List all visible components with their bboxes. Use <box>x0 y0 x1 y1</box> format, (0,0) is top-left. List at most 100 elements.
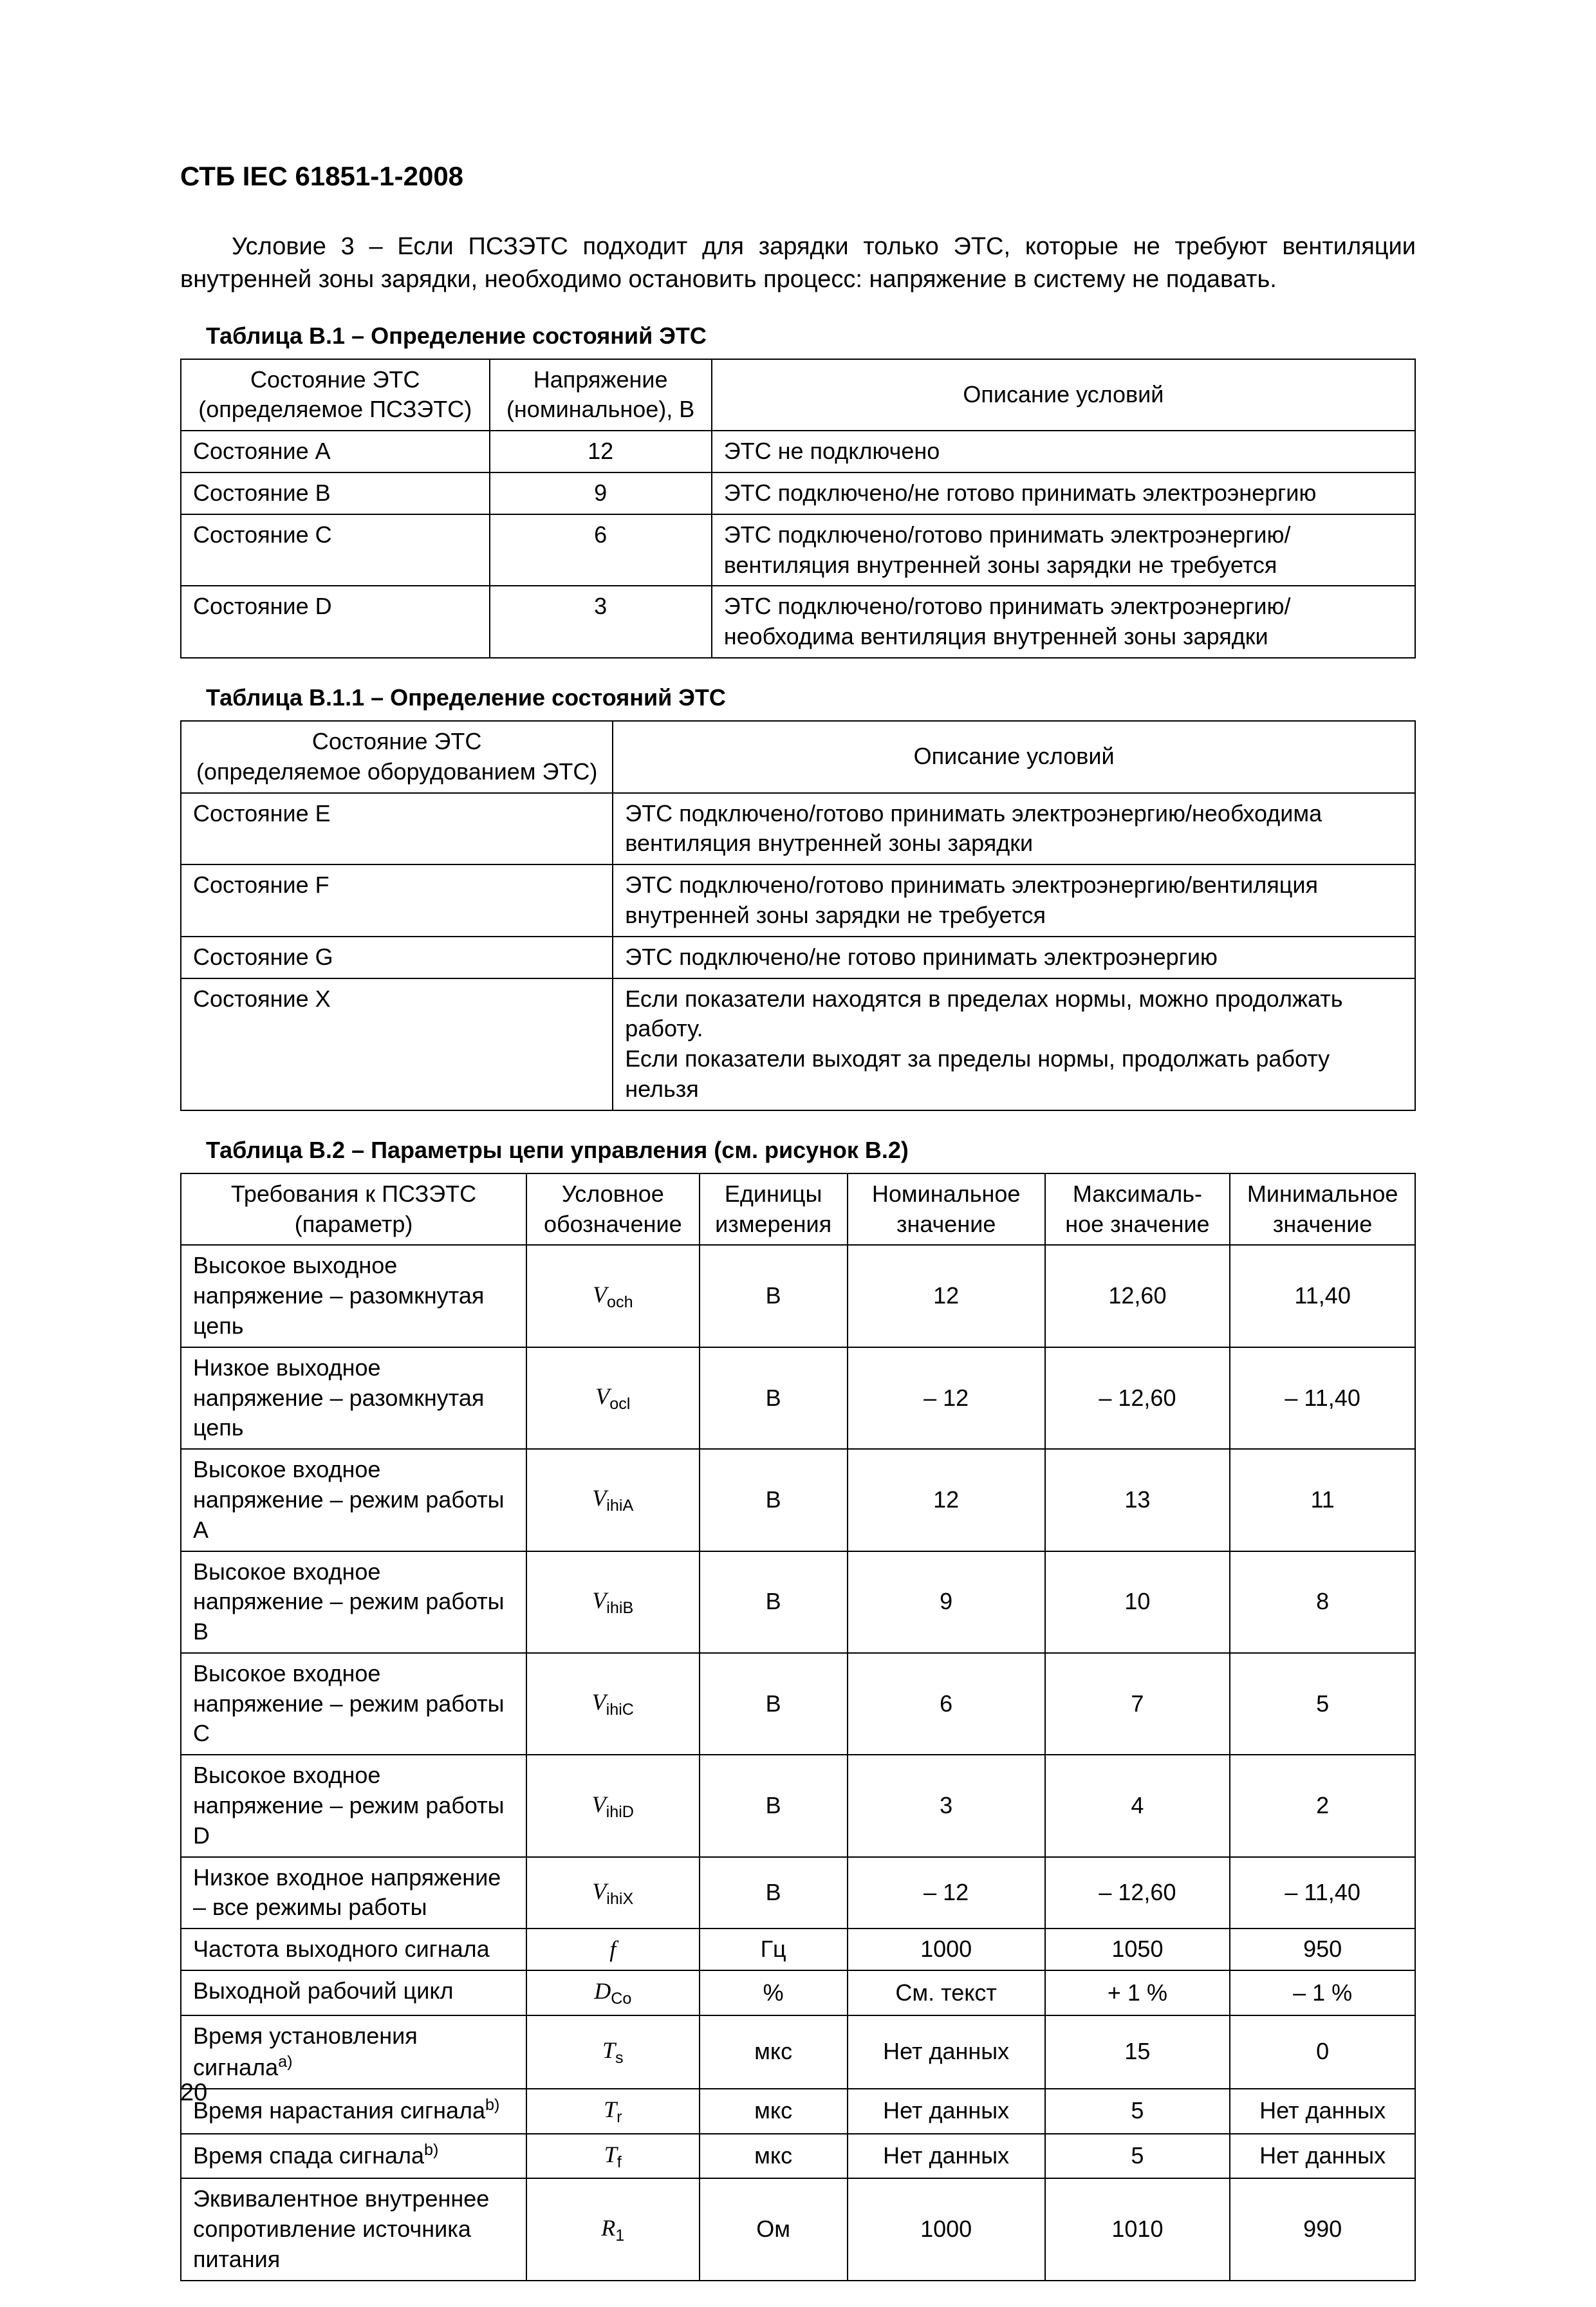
table-b11: Состояние ЭТС (определяемое оборудование… <box>180 720 1416 1111</box>
cell-desc: ЭТС подключено/готово принимать электроэ… <box>712 514 1415 586</box>
table-row: Эквивалентное внутреннее сопротивление и… <box>181 2178 1415 2280</box>
cell-nominal: 3 <box>848 1755 1045 1856</box>
cell-unit: мкс <box>700 2134 848 2179</box>
cell-symbol: Voch <box>526 1245 700 1347</box>
cell-min: – 1 % <box>1230 1970 1415 2015</box>
cell-nominal: 1000 <box>848 2178 1045 2280</box>
cell-param: Низкое входное напряжение – все режимы р… <box>181 1857 526 1929</box>
cell-symbol: f <box>526 1929 700 1970</box>
cell-nominal: См. текст <box>848 1970 1045 2015</box>
cell-unit: В <box>700 1857 848 1929</box>
cell-desc: ЭТС не подключено <box>712 431 1415 472</box>
cell-max: 13 <box>1045 1449 1230 1551</box>
cell-nominal: – 12 <box>848 1347 1045 1449</box>
cell-unit: В <box>700 1347 848 1449</box>
cell-max: 4 <box>1045 1755 1230 1856</box>
th-text: Единицы <box>725 1181 822 1207</box>
table-row: Состояние FЭТС подключено/готово принима… <box>181 864 1415 937</box>
cell-param: Высокое входное напряжение – режим работ… <box>181 1755 526 1856</box>
table-row: Высокое выходное напряжение – разомкнута… <box>181 1245 1415 1347</box>
cell-desc: ЭТС подключено/не готово принимать элект… <box>712 472 1415 514</box>
page-number: 20 <box>180 2079 207 2107</box>
cell-state: Состояние F <box>181 864 613 937</box>
cell-symbol: Tr <box>526 2089 700 2134</box>
cell-symbol: VihiX <box>526 1857 700 1929</box>
cell-symbol: Vocl <box>526 1347 700 1449</box>
table-row: Состояние EЭТС подключено/готово принима… <box>181 793 1415 865</box>
th-text: Номинальное <box>872 1181 1020 1207</box>
cell-param: Время нарастания сигналаb) <box>181 2089 526 2134</box>
cell-nominal: – 12 <box>848 1857 1045 1929</box>
cell-max: 5 <box>1045 2089 1230 2134</box>
cell-max: 10 <box>1045 1551 1230 1653</box>
cell-voltage: 12 <box>490 431 712 472</box>
table-row: Состояние ЭТС (определяемое оборудование… <box>181 721 1415 793</box>
th-text: (параметр) <box>295 1211 413 1237</box>
table-row: Высокое входное напряжение – режим работ… <box>181 1551 1415 1653</box>
cell-max: + 1 % <box>1045 1970 1230 2015</box>
table-b11-caption: Таблица B.1.1 – Определение состояний ЭТ… <box>206 684 1416 711</box>
cell-min: Нет данных <box>1230 2089 1415 2134</box>
cell-symbol: DCo <box>526 1970 700 2015</box>
cell-unit: В <box>700 1449 848 1551</box>
th-text: Напряжение <box>534 366 668 393</box>
table-b1-caption: Таблица B.1 – Определение состояний ЭТС <box>206 322 1416 350</box>
cell-min: – 11,40 <box>1230 1857 1415 1929</box>
cell-max: – 12,60 <box>1045 1857 1230 1929</box>
cell-param: Высокое выходное напряжение – разомкнута… <box>181 1245 526 1347</box>
cell-symbol: VihiD <box>526 1755 700 1856</box>
th-text: обозначение <box>544 1211 682 1237</box>
table-row: Низкое входное напряжение – все режимы р… <box>181 1857 1415 1929</box>
cell-desc: ЭТС подключено/готово принимать электроэ… <box>712 586 1415 658</box>
cell-param: Частота выходного сигнала <box>181 1929 526 1970</box>
th-text: (номинальное), В <box>506 396 694 422</box>
cell-param: Выходной рабочий цикл <box>181 1970 526 2015</box>
cell-min: 5 <box>1230 1653 1415 1755</box>
th-text: Состояние ЭТС <box>250 366 420 393</box>
cell-symbol: Tf <box>526 2134 700 2179</box>
table-row: Состояние A12ЭТС не подключено <box>181 431 1415 472</box>
table-row: Состояние ЭТС (определяемое ПСЗЭТС) Напр… <box>181 359 1415 431</box>
cell-state: Состояние G <box>181 937 613 978</box>
cell-nominal: Нет данных <box>848 2015 1045 2089</box>
cell-unit: Гц <box>700 1929 848 1970</box>
cell-unit: % <box>700 1970 848 2015</box>
th-text: Минимальное <box>1247 1181 1398 1207</box>
cell-symbol: VihiC <box>526 1653 700 1755</box>
table-row: Выходной рабочий циклDCo%См. текст+ 1 %–… <box>181 1970 1415 2015</box>
cell-state: Состояние X <box>181 978 613 1110</box>
cell-state: Состояние A <box>181 431 490 472</box>
cell-nominal: 6 <box>848 1653 1045 1755</box>
table-row: Состояние B9ЭТС подключено/не готово при… <box>181 472 1415 514</box>
th-text: Требования к ПСЗЭТС <box>231 1181 476 1207</box>
cell-unit: В <box>700 1551 848 1653</box>
th-text: Состояние ЭТС <box>312 728 482 754</box>
cell-unit: В <box>700 1245 848 1347</box>
cell-max: 7 <box>1045 1653 1230 1755</box>
cell-max: 1010 <box>1045 2178 1230 2280</box>
cell-max: 5 <box>1045 2134 1230 2179</box>
cell-nominal: 12 <box>848 1449 1045 1551</box>
cell-min: 8 <box>1230 1551 1415 1653</box>
cell-symbol: Ts <box>526 2015 700 2089</box>
cell-param: Высокое входное напряжение – режим работ… <box>181 1551 526 1653</box>
table-row: Время установления сигналаa)TsмксНет дан… <box>181 2015 1415 2089</box>
th-text: значение <box>1273 1211 1372 1237</box>
cell-state: Состояние B <box>181 472 490 514</box>
cell-nominal: 9 <box>848 1551 1045 1653</box>
cell-desc: Если показатели находятся в пределах нор… <box>613 978 1415 1110</box>
cell-desc: ЭТС подключено/готово принимать электроэ… <box>613 793 1415 865</box>
cell-state: Состояние E <box>181 793 613 865</box>
table-row: Состояние D3ЭТС подключено/готово приним… <box>181 586 1415 658</box>
table-row: Время спада сигналаb)TfмксНет данных5Нет… <box>181 2134 1415 2179</box>
table-row: Состояние GЭТС подключено/не готово прин… <box>181 937 1415 978</box>
cell-desc: ЭТС подключено/готово принимать электроэ… <box>613 864 1415 937</box>
cell-unit: мкс <box>700 2089 848 2134</box>
th-text: Условное <box>562 1181 664 1207</box>
cell-min: 11,40 <box>1230 1245 1415 1347</box>
cell-min: 11 <box>1230 1449 1415 1551</box>
cell-unit: Ом <box>700 2178 848 2280</box>
cell-state: Состояние C <box>181 514 490 586</box>
th-text: Описание условий <box>963 381 1164 407</box>
th-text: Описание условий <box>914 743 1115 769</box>
